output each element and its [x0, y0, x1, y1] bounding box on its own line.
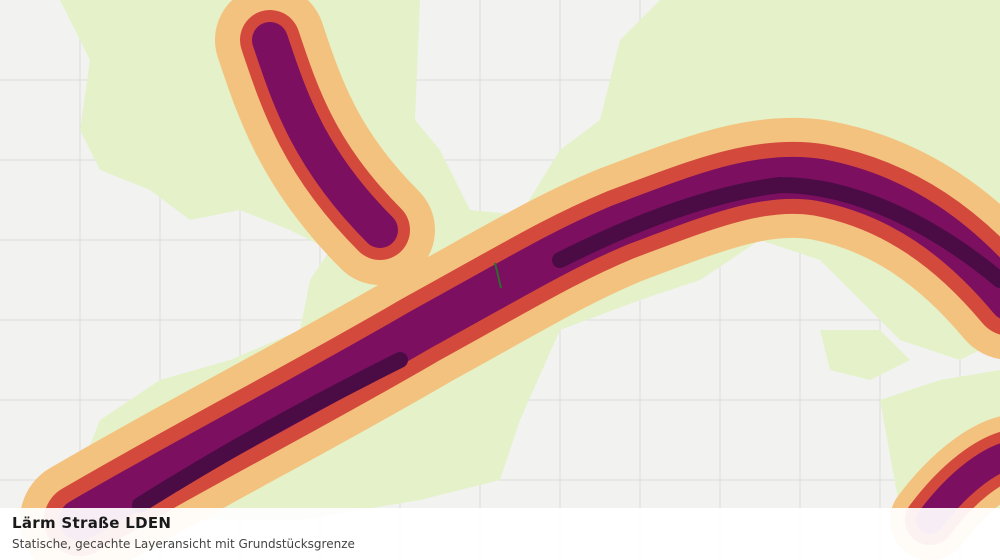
noise-bands [20, 0, 1000, 560]
parcel-boundary [494, 262, 502, 289]
layer-subtitle: Statische, gecachte Layeransicht mit Gru… [12, 537, 355, 551]
caption-panel: Lärm Straße LDEN Statische, gecachte Lay… [0, 508, 1000, 560]
layer-title: Lärm Straße LDEN [12, 514, 172, 532]
